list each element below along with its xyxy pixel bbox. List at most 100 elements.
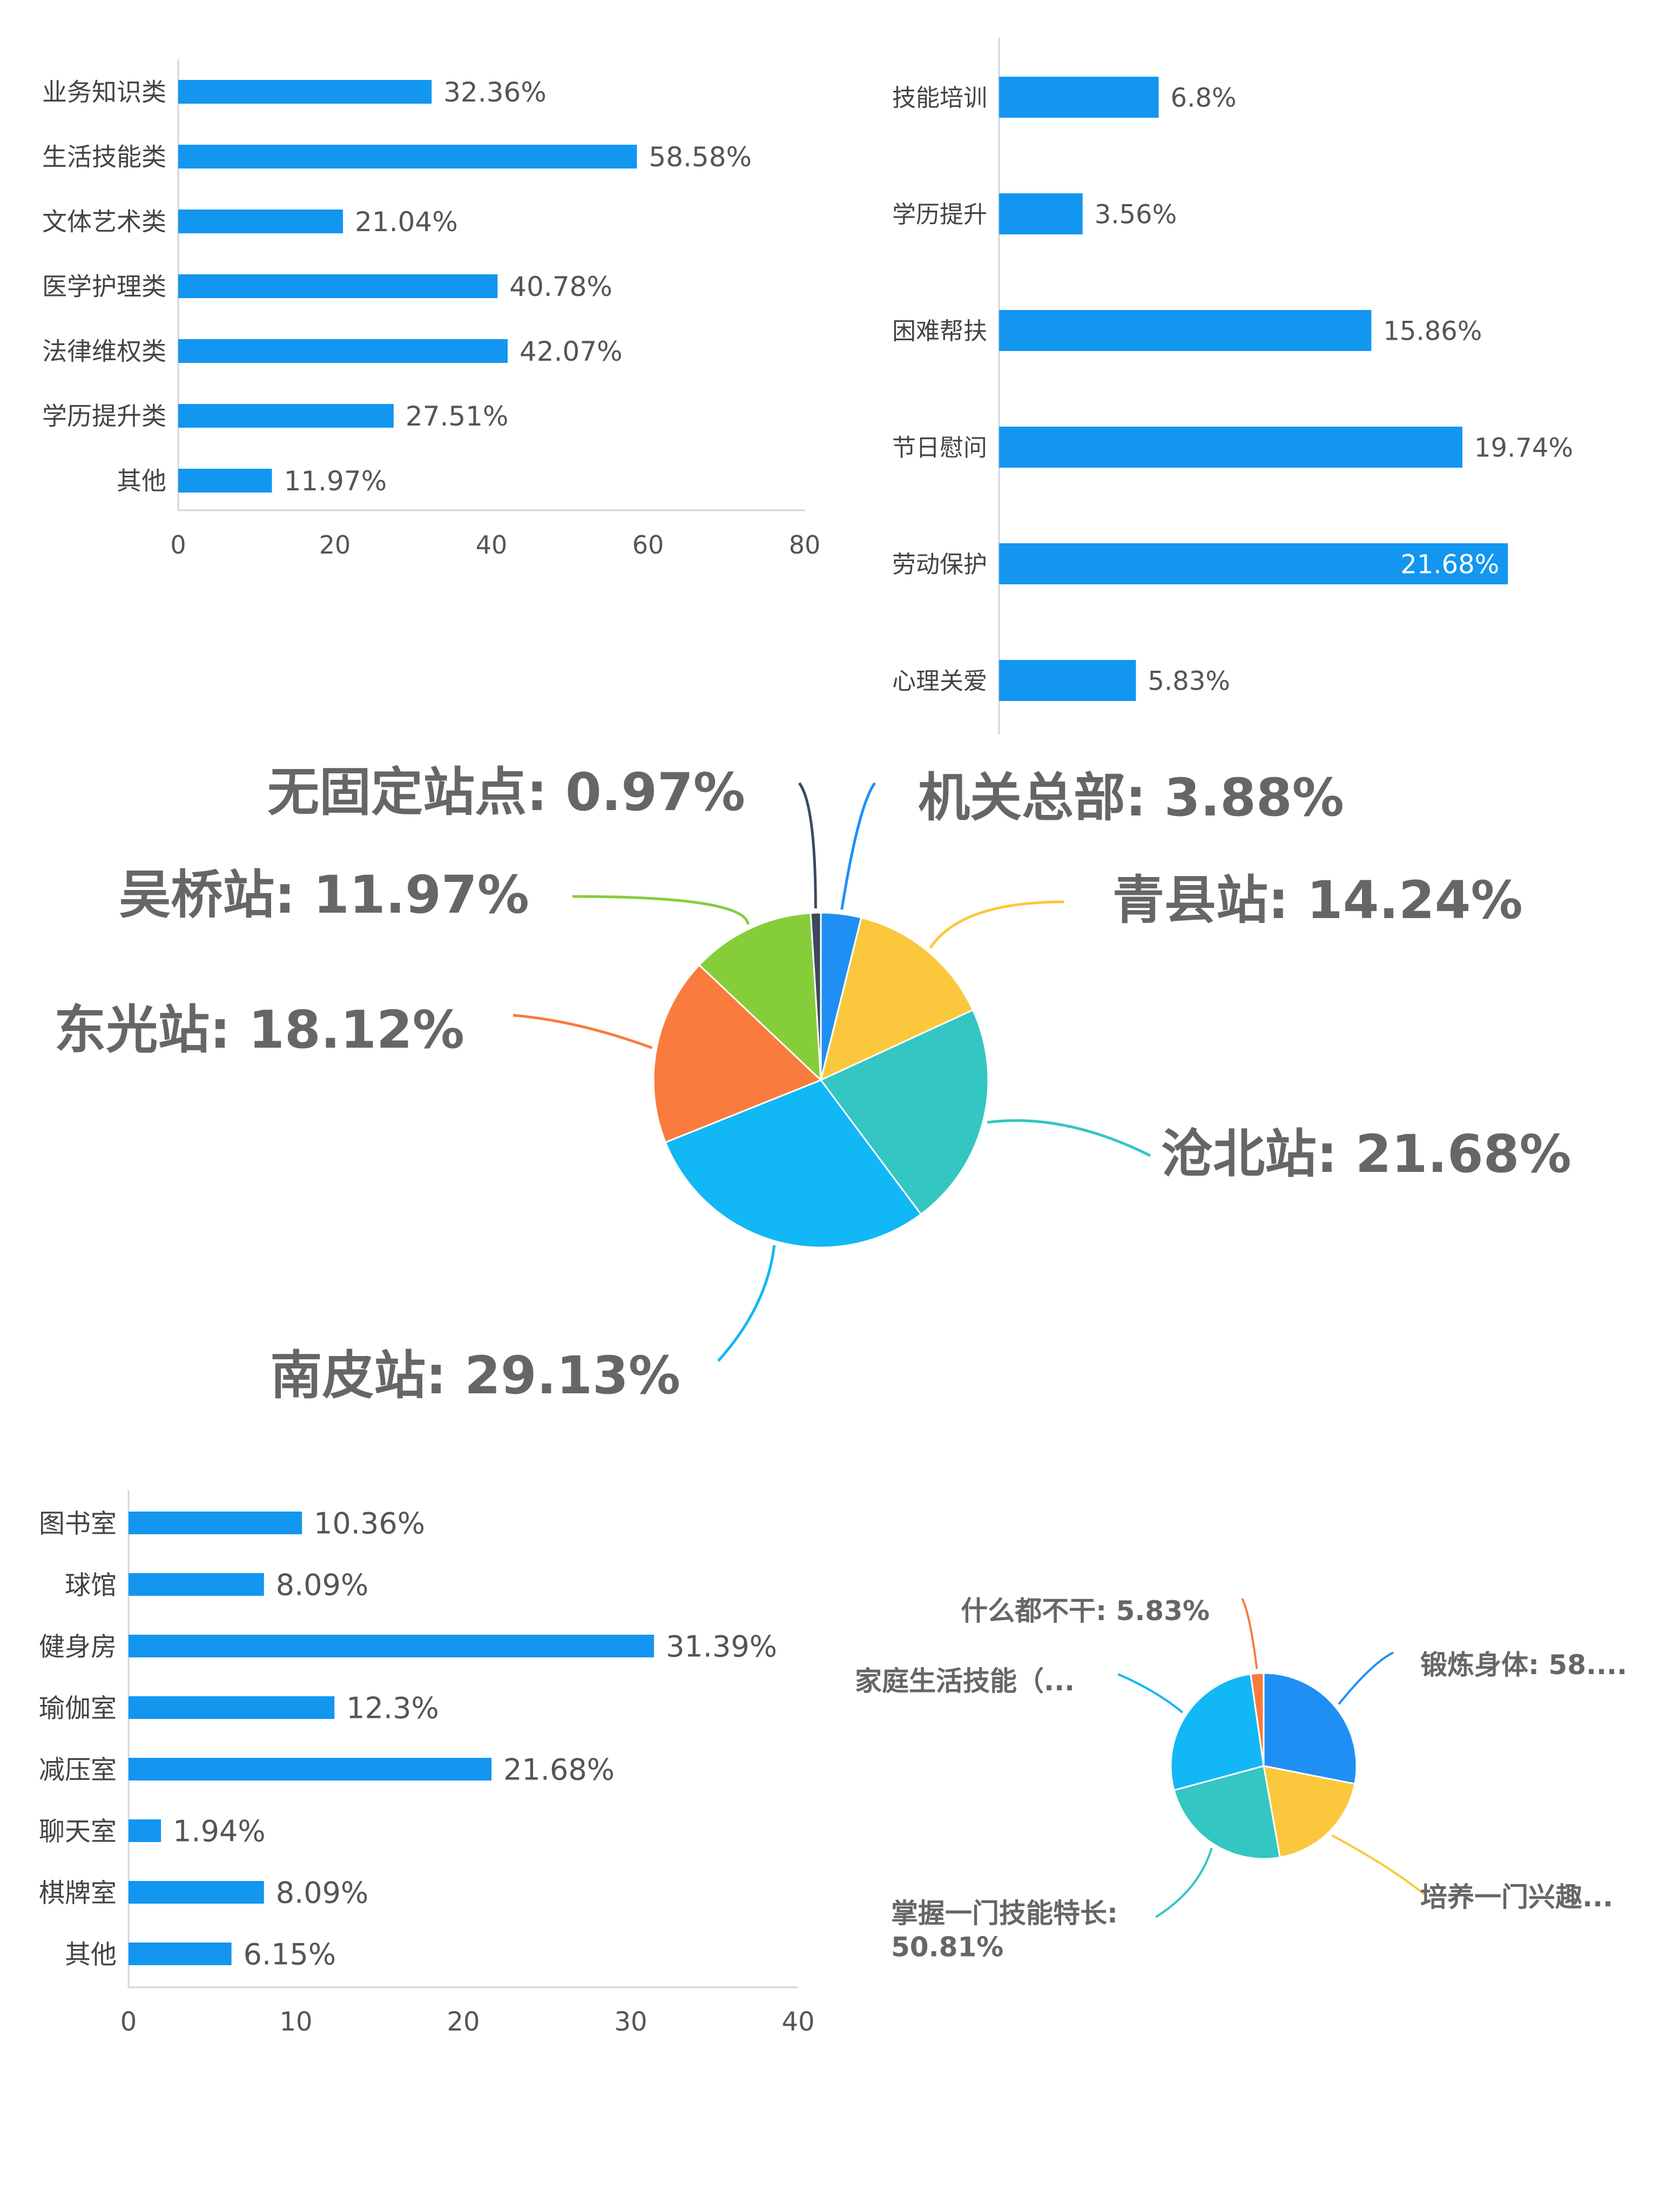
category-label-7: 其他 xyxy=(65,1939,117,1970)
bar-4 xyxy=(129,1758,492,1781)
data-label-7: 6.15% xyxy=(244,1937,336,1971)
pie-slice-0 xyxy=(1263,1672,1358,1785)
category-label-2: 文体艺术类 xyxy=(42,207,166,237)
data-label-1: 8.09% xyxy=(276,1568,369,1602)
data-label-5: 27.51% xyxy=(406,401,509,432)
bar-1 xyxy=(178,145,637,168)
category-label-1: 生活技能类 xyxy=(42,143,166,172)
bar-chart-1: 业务知识类 32.36% 生活技能类 58.58% 文体艺术类 21.04% 医学护理类 40… xyxy=(42,59,821,559)
bar-3 xyxy=(999,427,1462,468)
data-label-2: 15.86% xyxy=(1383,316,1482,346)
leader-line-0 xyxy=(840,782,876,910)
data-label-2: 31.39% xyxy=(666,1629,777,1663)
data-label-1: 58.58% xyxy=(649,141,752,173)
pie-label-6: 无固定站点: 0.97% xyxy=(267,762,745,822)
category-label-4: 法律维权类 xyxy=(42,337,166,366)
bar-3 xyxy=(129,1696,335,1719)
pie-chart-1: 机关总部: 3.88% 青县站: 14.24% 沧北站: 21.68% 南皮站: 29… xyxy=(54,762,1571,1406)
bar-0 xyxy=(178,80,432,104)
bar-chart-2: 技能培训 6.8% 学历提升 3.56% 困难帮扶 15.86% 节日慰问 19.74% 劳动保… xyxy=(892,38,1573,734)
pie-slice-3 xyxy=(1170,1673,1265,1791)
leader-line-4 xyxy=(1241,1598,1258,1669)
leader-line-1 xyxy=(1331,1834,1427,1897)
data-label-0: 32.36% xyxy=(443,77,547,108)
bar-chart-3: 图书室 10.36% 球馆 8.09% 健身房 31.39% 瑜伽室 12.3% 减压室 21.6… xyxy=(39,1491,815,2037)
leader-line-1 xyxy=(929,900,1064,949)
bar-1 xyxy=(999,193,1083,234)
category-label-5: 学历提升类 xyxy=(42,402,166,431)
pie-label-0: 机关总部: 3.88% xyxy=(918,767,1344,828)
data-label-3: 12.3% xyxy=(346,1691,439,1725)
bar-5 xyxy=(999,660,1136,701)
x-tick-2: 20 xyxy=(447,2007,480,2037)
bar-2 xyxy=(129,1635,655,1657)
data-label-5: 1.94% xyxy=(173,1814,266,1848)
pie-slice-3 xyxy=(664,1079,922,1249)
x-tick-0: 0 xyxy=(170,530,186,559)
pie-label-0: 锻炼身体: 58.... xyxy=(1420,1649,1627,1681)
data-label-0: 6.8% xyxy=(1171,83,1237,113)
pie-slice-6 xyxy=(810,912,822,1081)
data-label-4: 21.68% xyxy=(503,1752,615,1786)
x-tick-3: 60 xyxy=(632,530,664,559)
chart-panel-3: 机关总部: 3.88% 青县站: 14.24% 沧北站: 21.68% 南皮站: 29… xyxy=(11,740,1631,1469)
pie-label-4: 东光站: 18.12% xyxy=(54,1000,464,1060)
bar-1 xyxy=(129,1573,264,1596)
leader-line-2 xyxy=(1155,1847,1213,1918)
data-label-6: 8.09% xyxy=(276,1876,369,1910)
pie-slice-4 xyxy=(652,963,822,1144)
category-label-2: 健身房 xyxy=(39,1631,117,1662)
leader-line-2 xyxy=(987,1119,1151,1157)
category-label-1: 球馆 xyxy=(65,1570,117,1600)
pie-label-1: 青县站: 14.24% xyxy=(1112,870,1523,930)
category-label-5: 聊天室 xyxy=(39,1816,117,1846)
pie-label-2-line-0: 掌握一门技能特长: xyxy=(891,1898,1118,1929)
bar-5 xyxy=(178,404,394,428)
category-label-6: 棋牌室 xyxy=(39,1878,117,1908)
data-label-1: 3.56% xyxy=(1095,199,1177,230)
leader-line-6 xyxy=(798,782,817,909)
pie-label-3: 南皮站: 29.13% xyxy=(270,1345,680,1406)
x-tick-1: 20 xyxy=(319,530,351,559)
chart-panel-1: 业务知识类 32.36% 生活技能类 58.58% 文体艺术类 21.04% 医学护理类 40… xyxy=(0,22,826,589)
x-tick-1: 10 xyxy=(279,2007,312,2037)
bar-4 xyxy=(178,339,508,363)
pie-slice-1 xyxy=(1263,1765,1356,1859)
category-label-6: 其他 xyxy=(117,467,166,496)
x-tick-3: 30 xyxy=(614,2007,647,2037)
category-label-3: 瑜伽室 xyxy=(39,1693,117,1723)
data-label-6: 11.97% xyxy=(284,466,387,497)
bar-7 xyxy=(129,1943,232,1965)
data-label-2: 21.04% xyxy=(355,206,458,238)
category-label-0: 业务知识类 xyxy=(42,78,166,107)
category-label-5: 心理关爱 xyxy=(892,667,987,695)
pie-label-1: 培养一门兴趣... xyxy=(1420,1881,1613,1913)
category-label-0: 图书室 xyxy=(39,1508,117,1539)
pie-label-4: 什么都不干: 5.83% xyxy=(961,1595,1210,1627)
x-tick-4: 80 xyxy=(789,530,821,559)
x-tick-2: 40 xyxy=(476,530,508,559)
category-label-3: 节日慰问 xyxy=(892,434,987,462)
pie-slice-4 xyxy=(1250,1672,1265,1766)
leader-line-0 xyxy=(1338,1651,1394,1705)
data-label-3: 19.74% xyxy=(1474,433,1573,463)
pie-chart-2: 锻炼身体: 58.... 培养一门兴趣... 掌握一门技能特长:50.81% 家庭生活… xyxy=(855,1595,1627,1963)
pie-label-3: 家庭生活技能（... xyxy=(855,1665,1075,1697)
data-label-5: 5.83% xyxy=(1148,666,1230,696)
bar-3 xyxy=(178,274,498,298)
leader-line-3 xyxy=(717,1245,776,1362)
bar-2 xyxy=(999,310,1372,351)
data-label-4: 21.68% xyxy=(1400,549,1499,579)
pie-label-2-line-1: 50.81% xyxy=(891,1932,1003,1963)
chart-panel-5: 锻炼身体: 58.... 培养一门兴趣... 掌握一门技能特长: 50.81% 家庭生活… xyxy=(832,1566,1658,2009)
category-label-0: 技能培训 xyxy=(892,84,987,112)
chart-panel-2: 技能培训 6.8% 学历提升 3.56% 困难帮扶 15.86% 节日慰问 19.74% 劳动保… xyxy=(842,0,1631,734)
x-tick-4: 40 xyxy=(781,2007,814,2037)
leader-line-3 xyxy=(1117,1673,1183,1714)
category-label-1: 学历提升 xyxy=(892,201,987,228)
pie-slice-2 xyxy=(1173,1765,1281,1860)
x-tick-0: 0 xyxy=(120,2007,137,2037)
leader-line-5 xyxy=(572,895,750,925)
pie-slice-2 xyxy=(819,1009,989,1216)
bar-2 xyxy=(178,210,343,233)
